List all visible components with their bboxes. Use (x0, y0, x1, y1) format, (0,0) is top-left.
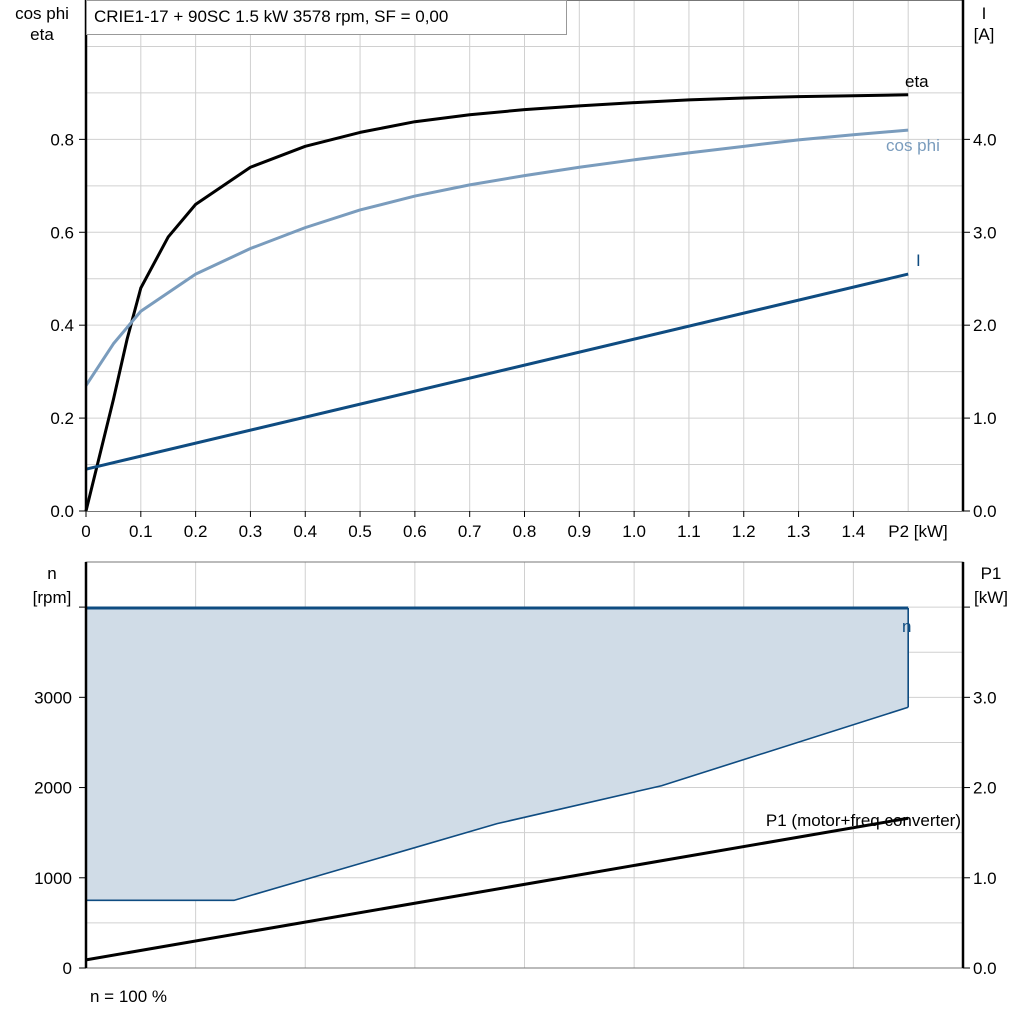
bottom-right-axis-label-2: [kW] (974, 588, 1008, 607)
bottom-right-tick-label: 0.0 (973, 959, 997, 978)
x-tick-label: 1.2 (732, 522, 756, 541)
top-right-axis-label-2: [A] (974, 25, 995, 44)
series-label-n: n (902, 617, 911, 636)
x-tick-label: 0.6 (403, 522, 427, 541)
bottom-left-tick-label: 3000 (34, 688, 72, 707)
left-tick-label: 0.6 (50, 223, 74, 242)
top-left-axis-label-1: cos phi (15, 4, 69, 23)
x-tick-label: 0.3 (239, 522, 263, 541)
series-label-cos-phi: cos phi (886, 136, 940, 155)
title-box (86, 0, 567, 35)
x-tick-label: 0.1 (129, 522, 153, 541)
series-label-eta: eta (905, 72, 929, 91)
x-tick-label: 1.1 (677, 522, 701, 541)
left-tick-label: 0.2 (50, 409, 74, 428)
left-tick-label: 0.4 (50, 316, 74, 335)
eta-line (84, 93, 909, 512)
top-grid (86, 0, 963, 511)
right-tick-label: 2.0 (973, 316, 997, 335)
x-tick-label: 0 (81, 522, 90, 541)
x-tick-label: 0.9 (567, 522, 591, 541)
current-line (85, 272, 909, 471)
x-tick-label: 1.0 (622, 522, 646, 541)
chart-marks (84, 93, 909, 962)
top-right-axis-label-1: I (982, 4, 987, 23)
bottom-left-axis-label-1: n (47, 564, 56, 583)
x-tick-label: 0.2 (184, 522, 208, 541)
right-tick-label: 3.0 (973, 223, 997, 242)
series-label-i: I (916, 251, 921, 270)
bottom-right-tick-label: 2.0 (973, 779, 997, 798)
x-axis-label: P2 [kW] (888, 522, 948, 541)
x-tick-label: 0.8 (513, 522, 537, 541)
x-tick-label: 1.3 (787, 522, 811, 541)
x-tick-label: 1.4 (842, 522, 866, 541)
right-tick-label: 0.0 (973, 502, 997, 521)
n-area (86, 608, 909, 901)
chart-title: CRIE1-17 + 90SC 1.5 kW 3578 rpm, SF = 0,… (94, 7, 448, 26)
p1-line (85, 816, 909, 962)
right-tick-label: 1.0 (973, 409, 997, 428)
series-label-p1: P1 (motor+freq converter) (766, 811, 961, 830)
x-tick-label: 0.4 (293, 522, 317, 541)
left-tick-label: 0.8 (50, 130, 74, 149)
bottom-left-tick-label: 0 (63, 959, 72, 978)
bottom-left-tick-label: 2000 (34, 779, 72, 798)
right-tick-label: 4.0 (973, 130, 997, 149)
cos-phi-line (84, 128, 909, 387)
x-tick-label: 0.7 (458, 522, 482, 541)
bottom-left-axis-label-2: [rpm] (33, 588, 72, 607)
bottom-right-axis-label-1: P1 (981, 564, 1002, 583)
x-tick-label: 0.5 (348, 522, 372, 541)
n-lower-line (86, 706, 909, 902)
top-left-axis-label-2: eta (30, 25, 54, 44)
left-tick-label: 0.0 (50, 502, 74, 521)
bottom-right-tick-label: 1.0 (973, 869, 997, 888)
bottom-right-tick-label: 3.0 (973, 688, 997, 707)
bottom-left-tick-label: 1000 (34, 869, 72, 888)
footer-note: n = 100 % (90, 987, 167, 1006)
